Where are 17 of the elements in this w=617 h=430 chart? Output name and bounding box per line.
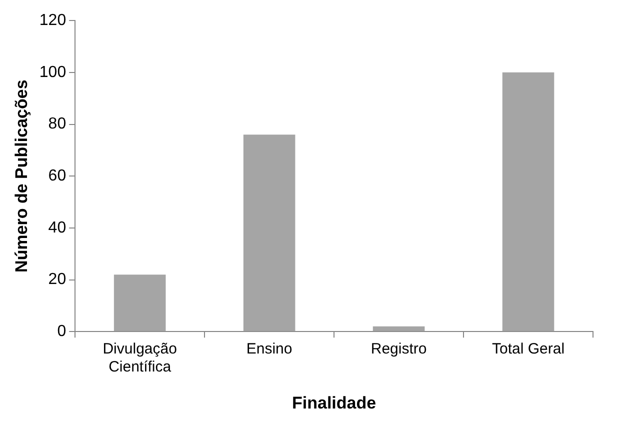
y-tick-label: 20 bbox=[48, 271, 66, 288]
y-tick-label: 80 bbox=[48, 116, 66, 133]
y-axis-title: Número de Publicações bbox=[12, 80, 31, 272]
y-tick-label: 120 bbox=[39, 12, 66, 30]
bar bbox=[372, 326, 425, 332]
bar bbox=[502, 72, 554, 332]
x-tick-label: Ensino bbox=[246, 340, 292, 358]
y-tick-label: 0 bbox=[57, 323, 66, 340]
bar bbox=[243, 134, 296, 332]
y-tick-label: 60 bbox=[48, 168, 66, 185]
y-tick-label: 40 bbox=[48, 219, 66, 236]
y-tick-label: 100 bbox=[39, 64, 66, 81]
x-tick-label: Divulgação Científica bbox=[102, 340, 177, 376]
x-axis-title: Finalidade bbox=[292, 393, 376, 412]
x-tick-label: Total Geral bbox=[492, 340, 565, 358]
x-tick-label: Registro bbox=[370, 340, 427, 358]
bar bbox=[114, 274, 166, 332]
